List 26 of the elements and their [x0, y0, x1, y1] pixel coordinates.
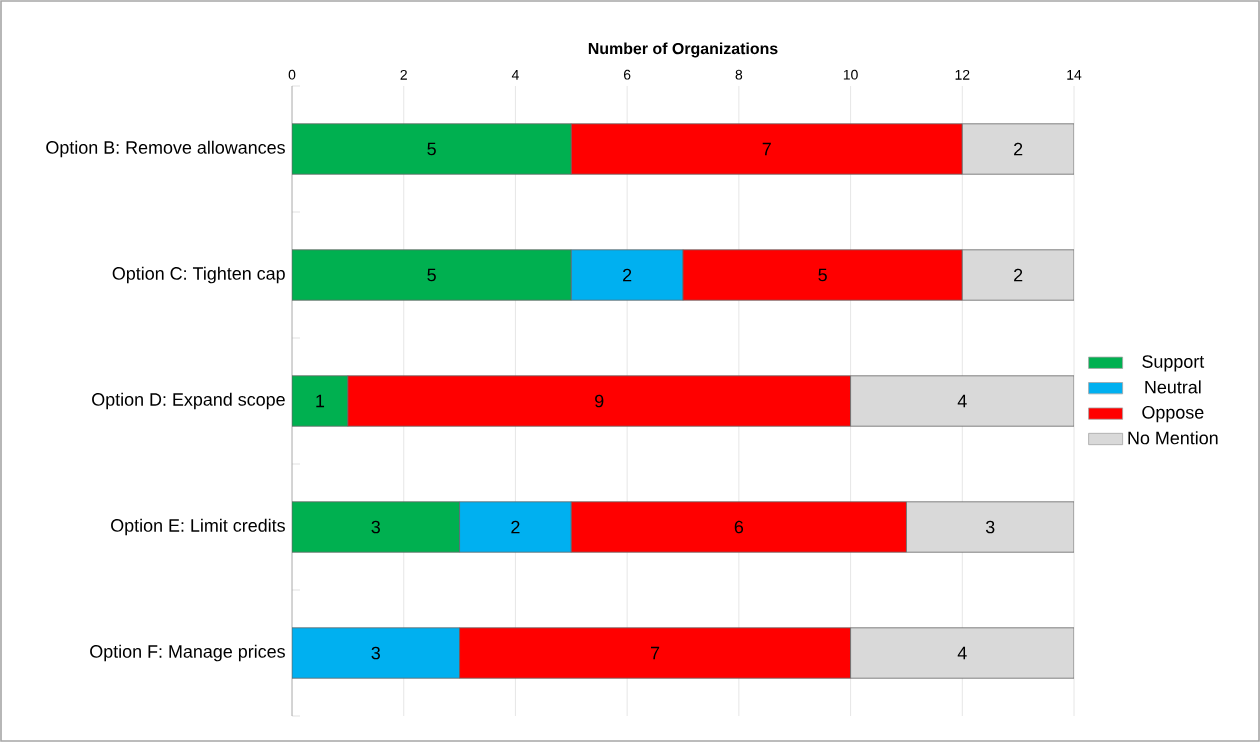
y-tick-label: Option F: Manage prices [90, 644, 285, 662]
data-label: 9 [595, 394, 604, 408]
data-label: 5 [427, 268, 436, 282]
legend-label: Support [1142, 355, 1205, 372]
data-label: 7 [651, 646, 660, 660]
data-label: 6 [734, 520, 744, 534]
data-label: 4 [957, 394, 967, 408]
data-label: 3 [371, 520, 380, 534]
data-label: 7 [762, 142, 771, 156]
y-tick-label: Option D: Expand scope [92, 392, 285, 410]
data-label: 2 [1014, 142, 1023, 156]
data-label: 5 [427, 142, 436, 156]
y-tick-label: Option B: Remove allowances [46, 140, 285, 158]
data-label: 1 [316, 394, 325, 408]
data-label: 4 [957, 646, 967, 660]
legend-label: No Mention [1128, 431, 1218, 445]
data-label: 2 [511, 520, 520, 534]
y-tick-label: Option E: Limit credits [111, 518, 285, 536]
y-tick-label: Option C: Tighten cap [112, 266, 285, 284]
data-label: 3 [985, 520, 995, 534]
legend-label: Neutral [1145, 380, 1201, 394]
data-label: 2 [1014, 268, 1023, 282]
data-label: 2 [623, 268, 632, 282]
data-label: 3 [371, 646, 380, 660]
data-label: 5 [818, 268, 827, 282]
legend-label: Oppose [1142, 405, 1204, 423]
